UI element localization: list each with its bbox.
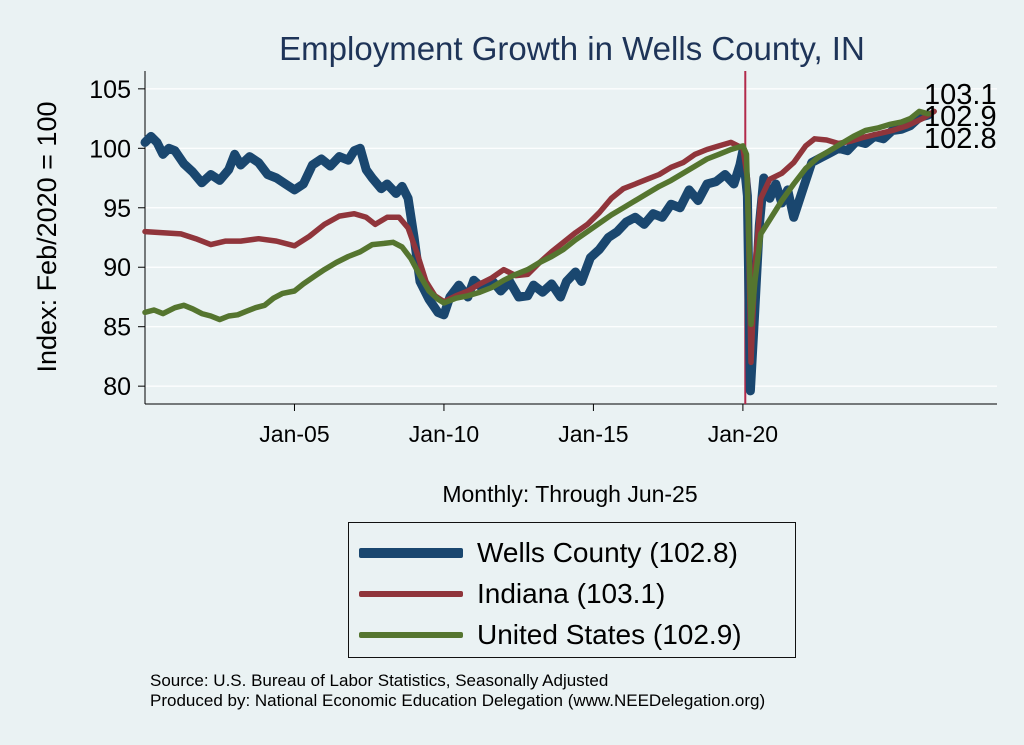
y-tick-label-85: 85	[103, 314, 131, 342]
legend-item-indiana: Indiana (103.1)	[349, 574, 665, 614]
y-tick-label-90: 90	[103, 254, 131, 282]
legend-label-indiana: Indiana (103.1)	[477, 578, 666, 609]
legend-swatch-united-states	[359, 632, 463, 638]
end-label-wells-county: 102.8	[924, 123, 997, 155]
y-axis: 80 85 90 95 100 105	[89, 71, 146, 404]
legend-swatch-wells-county	[359, 548, 463, 558]
legend-swatch-indiana	[359, 591, 463, 597]
legend-label-united-states: United States (102.9)	[477, 619, 742, 650]
y-tick-label-80: 80	[103, 373, 131, 401]
x-tick-label-Jan-05: Jan-05	[259, 421, 329, 447]
legend-item-united-states: United States (102.9)	[349, 615, 742, 655]
x-tick-label-Jan-15: Jan-15	[558, 421, 628, 447]
source-note: Source: U.S. Bureau of Labor Statistics,…	[150, 671, 765, 711]
y-tick-label-95: 95	[103, 195, 131, 223]
x-axis-label: Monthly: Through Jun-25	[442, 481, 697, 507]
x-tick-label-Jan-20: Jan-20	[708, 421, 778, 447]
series-lines	[140, 108, 937, 396]
series-united-states-line	[142, 108, 931, 328]
producer-line: Produced by: National Economic Education…	[150, 691, 766, 710]
legend-label-wells-county: Wells County (102.8)	[477, 537, 738, 568]
end-label-indiana: 103.1	[924, 79, 997, 111]
legend: Wells County (102.8) Indiana (103.1) Uni…	[348, 522, 796, 658]
y-tick-label-105: 105	[89, 76, 131, 104]
gridlines	[145, 88, 997, 387]
chart-title: Employment Growth in Wells County, IN	[279, 30, 865, 67]
x-axis: Jan-05 Jan-10 Jan-15 Jan-20	[145, 403, 997, 447]
y-tick-label-100: 100	[89, 135, 131, 163]
series-indiana-line	[142, 108, 937, 366]
end-label-united-states: 102.9	[924, 101, 997, 133]
x-tick-label-Jan-10: Jan-10	[409, 421, 479, 447]
legend-item-wells-county: Wells County (102.8)	[349, 533, 738, 573]
y-axis-label: Index: Feb/2020 = 100	[32, 102, 62, 373]
source-line: Source: U.S. Bureau of Labor Statistics,…	[150, 671, 609, 690]
